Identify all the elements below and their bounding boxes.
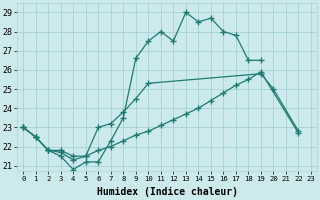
X-axis label: Humidex (Indice chaleur): Humidex (Indice chaleur) [97,187,237,197]
